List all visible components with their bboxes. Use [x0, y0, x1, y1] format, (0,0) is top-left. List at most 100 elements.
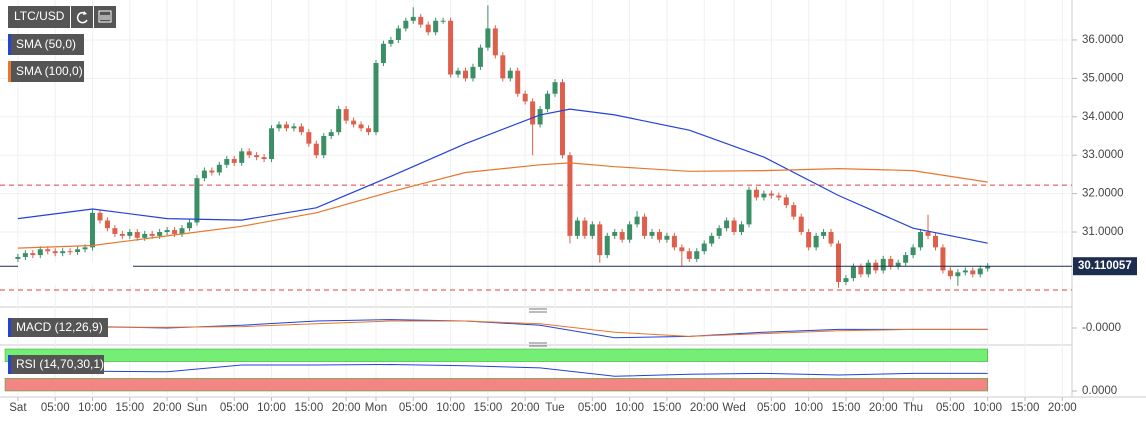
- candle-body: [791, 205, 797, 217]
- candle-body: [858, 266, 864, 275]
- x-tick-label: Thu: [903, 402, 923, 414]
- candle-body: [470, 66, 476, 79]
- candle-body: [313, 143, 319, 156]
- x-tick-label: 05:00: [757, 402, 786, 414]
- candle-body: [567, 155, 573, 236]
- candle-body: [366, 128, 372, 133]
- symbol-box[interactable]: [8, 6, 70, 28]
- candle-body: [194, 178, 200, 223]
- y-tick-label: -0.0000: [1082, 322, 1121, 334]
- candle-body: [82, 247, 88, 250]
- candle-body: [627, 224, 633, 240]
- candle-body: [716, 228, 722, 236]
- indicator-line: [17, 320, 988, 337]
- candle-body: [440, 20, 446, 22]
- last-price-label: 30.110057: [1078, 260, 1132, 272]
- candle-body: [530, 101, 536, 125]
- y-tick-label: 31.0000: [1082, 226, 1124, 238]
- candle-body: [634, 216, 640, 225]
- x-tick-label: 10:00: [794, 402, 823, 414]
- candle-body: [642, 216, 648, 236]
- sma-line: [17, 108, 988, 244]
- candle-body: [507, 70, 513, 79]
- panel-grip[interactable]: [529, 308, 547, 347]
- candle-body: [664, 235, 670, 240]
- candle-body: [261, 157, 267, 160]
- candle-body: [977, 268, 983, 275]
- candle-body: [224, 159, 230, 165]
- candle-body: [97, 212, 103, 221]
- candle-body: [955, 272, 961, 277]
- candle-body: [806, 232, 812, 248]
- candle-body: [813, 235, 819, 248]
- refresh-button[interactable]: [71, 6, 93, 28]
- candle-body: [134, 232, 140, 238]
- y-tick-label: 32.0000: [1082, 188, 1124, 200]
- candle-body: [45, 249, 51, 252]
- candle-body: [724, 220, 730, 229]
- mask: [18, 262, 133, 285]
- candle-body: [142, 233, 148, 238]
- candle-body: [619, 232, 625, 240]
- candle-body: [515, 70, 521, 94]
- candle-body: [865, 262, 871, 275]
- legend-label: SMA (50,0): [16, 37, 76, 51]
- candle-body: [60, 251, 66, 254]
- candle-body: [589, 224, 595, 236]
- candle-body: [373, 63, 379, 133]
- candle-body: [574, 220, 580, 236]
- x-tick-label: 05:00: [220, 402, 249, 414]
- x-tick-label: Sat: [9, 402, 27, 414]
- x-tick-label: 10:00: [436, 402, 465, 414]
- indicator-label-box[interactable]: [8, 318, 108, 337]
- candle-body: [545, 93, 551, 110]
- candle-body: [932, 235, 938, 248]
- candle-body: [552, 82, 558, 94]
- overlay: LTC/USD Sat 05:00 10:00 15:00 20:00 Sun 05:00 1…: [8, 6, 1137, 414]
- candle-body: [321, 135, 327, 156]
- candle-body: [940, 247, 946, 271]
- candle-body: [582, 220, 588, 236]
- candle-body: [836, 243, 842, 282]
- candle-body: [709, 235, 715, 244]
- y-tick-label: 33.0000: [1082, 149, 1124, 161]
- candle-body: [821, 232, 827, 236]
- legend-box[interactable]: [8, 61, 84, 82]
- x-tick-label: 20:00: [1048, 402, 1077, 414]
- x-tick-label: Sun: [187, 402, 207, 414]
- sma-line: [17, 162, 988, 249]
- last-price-box: [1073, 257, 1137, 276]
- candle-body: [492, 28, 498, 56]
- candle-body: [254, 155, 260, 158]
- x-tick-label: 20:00: [690, 402, 719, 414]
- candle-body: [537, 109, 543, 125]
- x-tick-label: 20:00: [511, 402, 540, 414]
- calendar-icon: [100, 15, 110, 20]
- candle-body: [843, 278, 849, 282]
- candle-body: [119, 233, 125, 236]
- indicator-label-box[interactable]: [8, 355, 104, 374]
- x-tick-label: 10:00: [78, 402, 107, 414]
- candle-body: [888, 258, 894, 267]
- candle-body: [597, 224, 603, 256]
- x-tick-label: 15:00: [115, 402, 144, 414]
- x-tick-label: Wed: [722, 402, 745, 414]
- candle-body: [746, 189, 752, 225]
- x-tick-label: 15:00: [832, 402, 861, 414]
- candle-body: [90, 212, 96, 248]
- candle-body: [731, 220, 737, 233]
- legend-box[interactable]: [8, 34, 84, 55]
- candle-body: [455, 70, 461, 75]
- candle-body: [216, 164, 222, 173]
- y-tick-label: 35.0000: [1082, 72, 1124, 84]
- candle-body: [612, 232, 618, 236]
- calendar-icon: [98, 10, 112, 23]
- candle-body: [104, 220, 110, 229]
- candle-body: [403, 20, 409, 29]
- y-tick-label: 36.0000: [1082, 34, 1124, 46]
- candle-body: [269, 128, 275, 160]
- indicator-swatch: [8, 355, 11, 374]
- candle-body: [448, 20, 454, 75]
- candle-body: [895, 262, 901, 267]
